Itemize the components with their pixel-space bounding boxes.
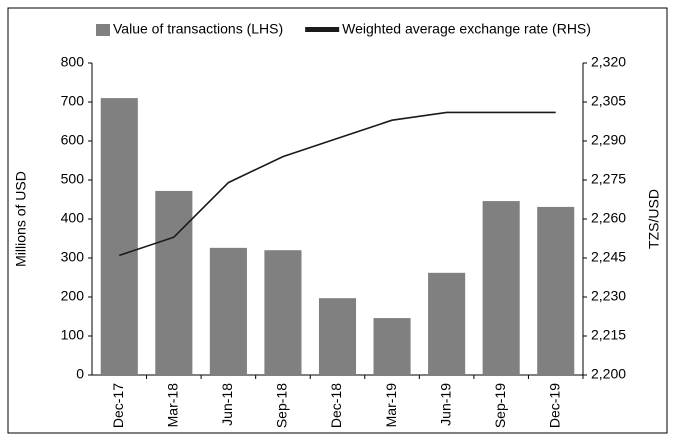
y-tick-label: 0 (76, 366, 84, 382)
x-tick-label: Mar-18 (165, 383, 181, 428)
y2-tick-label: 2,320 (591, 54, 626, 70)
y2-tick-label: 2,200 (591, 366, 626, 382)
y2-axis-label: TZS/USD (646, 189, 662, 249)
bar (264, 250, 302, 375)
y2-tick-label: 2,275 (591, 171, 626, 187)
x-tick-label: Dec-17 (110, 383, 126, 428)
bar (209, 247, 247, 375)
y-tick-label: 200 (61, 288, 85, 304)
y-tick-label: 300 (61, 249, 85, 265)
x-tick-label: Sep-19 (492, 383, 508, 428)
x-tick-label: Dec-18 (328, 383, 344, 428)
bar (155, 190, 193, 375)
y-tick-label: 800 (61, 54, 85, 70)
x-tick-label: Sep-18 (274, 383, 290, 428)
bar (537, 206, 575, 375)
y2-tick-label: 2,260 (591, 210, 626, 226)
legend-label: Value of transactions (LHS) (113, 21, 283, 37)
x-tick-label: Jun-19 (437, 383, 453, 426)
x-tick-label: Mar-19 (383, 383, 399, 428)
y-tick-label: 600 (61, 132, 85, 148)
bar (318, 298, 357, 375)
y-tick-label: 400 (61, 210, 85, 226)
legend-swatch (96, 24, 110, 36)
bar (100, 98, 138, 375)
x-tick-label: Dec-19 (546, 383, 562, 428)
bar (482, 201, 520, 375)
chart-border (7, 7, 668, 434)
bar (373, 318, 411, 375)
y-tick-label: 700 (61, 93, 85, 109)
y2-tick-label: 2,230 (591, 288, 626, 304)
legend-label: Weighted average exchange rate (RHS) (342, 21, 591, 37)
line (119, 111, 556, 257)
y2-tick-label: 2,245 (591, 249, 626, 265)
y-axis-label: Millions of USD (13, 171, 29, 267)
y-tick-label: 100 (61, 327, 85, 343)
y2-tick-label: 2,290 (591, 132, 626, 148)
y-tick-label: 500 (61, 171, 85, 187)
x-tick-label: Jun-18 (219, 383, 235, 426)
y2-tick-label: 2,215 (591, 327, 626, 343)
bar (428, 272, 466, 375)
y2-tick-label: 2,305 (591, 93, 626, 109)
legend-swatch (305, 27, 340, 32)
